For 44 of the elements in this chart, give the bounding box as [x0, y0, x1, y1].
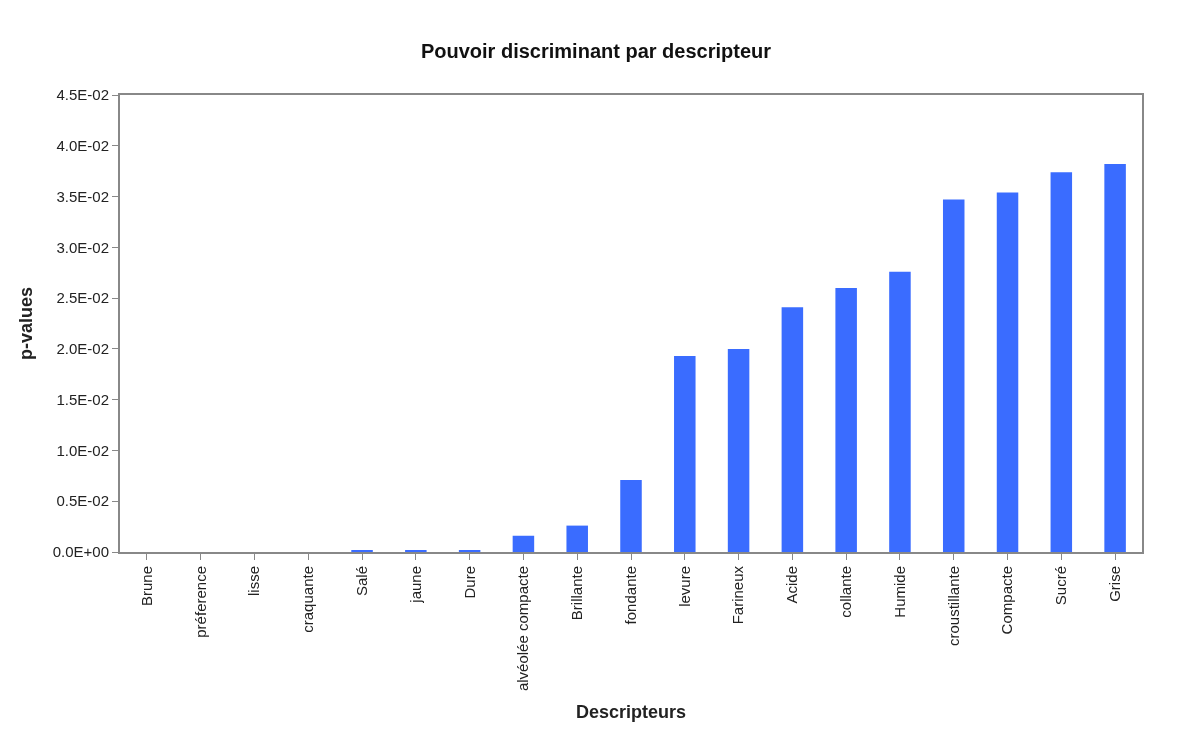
bar: [727, 348, 750, 552]
x-tick-label: Acide: [783, 566, 801, 604]
bar: [1104, 164, 1126, 552]
y-tick-label: 1.5E-02: [56, 390, 109, 408]
x-tick-label: alvéolée compacte: [514, 566, 532, 692]
x-tick-label: Salé: [352, 566, 370, 597]
bar: [781, 307, 804, 552]
y-tick-label: 4.0E-02: [56, 137, 109, 155]
x-axis-title: Descripteurs: [575, 701, 687, 722]
y-tick-label: 3.5E-02: [56, 187, 109, 205]
y-tick-label: 2.0E-02: [56, 340, 109, 358]
bar: [835, 287, 857, 552]
bar: [512, 535, 535, 552]
y-tick-label: 1.0E-02: [56, 441, 109, 459]
x-tick-label: préference: [191, 566, 209, 638]
bar: [674, 356, 696, 552]
x-tick-label: Farineux: [729, 565, 747, 625]
x-tick-label: Brune: [137, 566, 155, 607]
x-tick-label: Compacte: [998, 566, 1016, 635]
x-tick-label: jaune: [406, 566, 424, 604]
y-tick-label: 4.5E-02: [56, 86, 109, 104]
x-tick-label: Humide: [890, 566, 908, 618]
x-tick-label: collante: [837, 566, 855, 618]
bar: [889, 271, 911, 552]
x-tick-label: fondante: [621, 566, 639, 625]
bar: [1050, 172, 1073, 552]
x-tick-label: Sucré: [1052, 566, 1070, 606]
y-axis-title: p-values: [16, 286, 37, 361]
bar: [620, 479, 642, 552]
x-tick-label: levure: [675, 566, 693, 607]
y-tick-label: 0.0E+00: [52, 543, 109, 561]
x-tick-label: craquante: [299, 566, 317, 633]
x-tick-label: croustillante: [944, 566, 962, 647]
x-tick-label: lisse: [245, 566, 263, 597]
bar: [566, 525, 588, 552]
x-tick-label: Brillante: [568, 566, 586, 621]
y-tick-label: 3.0E-02: [56, 238, 109, 256]
bar: [996, 192, 1019, 552]
bar: [942, 199, 965, 552]
x-tick-label: Grise: [1105, 566, 1123, 602]
y-tick-label: 0.5E-02: [56, 492, 109, 510]
y-tick-label: 2.5E-02: [56, 289, 109, 307]
chart-title: Pouvoir discriminant par descripteur: [420, 39, 772, 62]
x-tick-label: Dure: [460, 566, 478, 599]
